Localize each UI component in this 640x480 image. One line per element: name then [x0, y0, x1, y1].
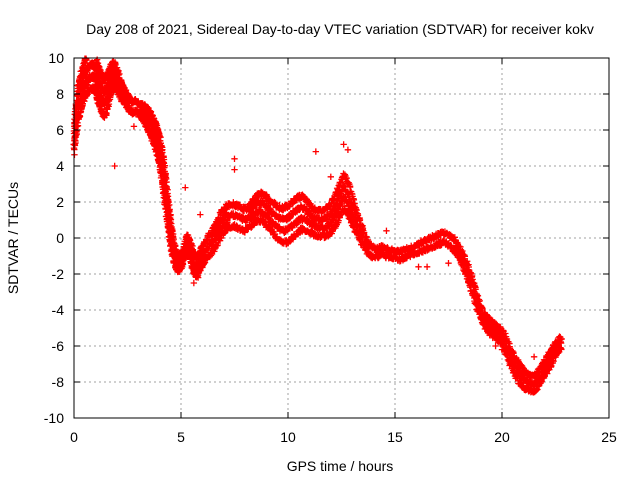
data-point — [152, 120, 160, 128]
y-tick-label: 4 — [56, 158, 64, 174]
y-tick-label: 8 — [56, 86, 64, 102]
x-axis-title: GPS time / hours — [287, 458, 394, 474]
y-tick-label: -4 — [52, 302, 65, 318]
data-point — [302, 206, 310, 213]
data-point — [74, 119, 81, 127]
data-point — [166, 208, 173, 215]
x-tick-label: 5 — [177, 429, 185, 445]
y-tick-label: 0 — [56, 230, 64, 246]
y-tick-label: -8 — [52, 374, 65, 390]
data-point — [214, 241, 221, 249]
y-tick-label: 10 — [48, 50, 64, 66]
x-tick-label: 25 — [601, 429, 617, 445]
y-tick-label: -2 — [52, 266, 65, 282]
data-points — [70, 55, 565, 396]
y-axis-title: SDTVAR / TECUs — [5, 182, 21, 294]
x-tick-label: 10 — [280, 429, 296, 445]
data-point — [201, 259, 209, 266]
data-point — [266, 204, 273, 212]
x-tick-label: 0 — [70, 429, 78, 445]
y-tick-label: -10 — [44, 410, 64, 426]
y-tick-label: 2 — [56, 194, 64, 210]
y-tick-label: 6 — [56, 122, 64, 138]
data-point — [161, 162, 169, 169]
y-tick-label: -6 — [52, 338, 65, 354]
data-point — [236, 201, 244, 209]
x-tick-label: 20 — [494, 429, 510, 445]
data-point — [224, 218, 231, 226]
chart-title: Day 208 of 2021, Sidereal Day-to-day VTE… — [86, 21, 594, 37]
x-tick-label: 15 — [387, 429, 403, 445]
